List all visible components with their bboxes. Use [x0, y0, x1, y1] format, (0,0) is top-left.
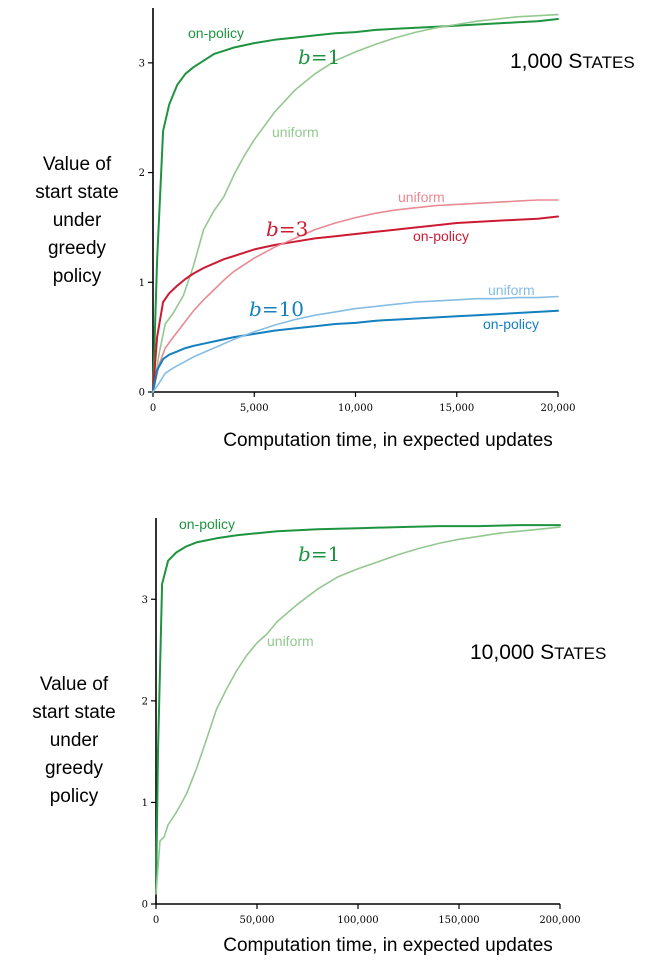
- y-axis-label-line: policy: [50, 786, 99, 807]
- b-label-prefix: b: [249, 297, 262, 321]
- x-tick-label: 5,000: [240, 403, 269, 414]
- panel-1000-states: Value of start state under greedy policy…: [35, 8, 635, 451]
- y-axis-label-line: greedy: [48, 238, 107, 259]
- b-label-suffix: =3: [279, 217, 308, 241]
- x-tick-label: 0: [150, 403, 156, 414]
- series-label-b1-on-policy: on-policy: [179, 516, 235, 532]
- y-tick-label: 1: [142, 798, 148, 809]
- axes-2: 0 50,000 100,000 150,000 200,000 0 1 2 3: [142, 518, 581, 926]
- y-axis-label-2: Value of start state under greedy policy: [32, 674, 115, 807]
- y-axis-label-line: under: [53, 210, 102, 231]
- axes-1: 0 5,000 10,000 15,000 20,000 0 1 2 3: [139, 8, 576, 414]
- x-axis-label-2: Computation time, in expected updates: [223, 935, 553, 956]
- panel-title-small: TATES: [554, 644, 606, 663]
- series-line-b3-uniform: [152, 199, 559, 393]
- y-tick-label: 0: [142, 900, 148, 911]
- series-group-2: [155, 524, 561, 895]
- b-label-10: b=10: [249, 297, 304, 321]
- y-axis-label-line: start state: [32, 702, 115, 723]
- panel-title-2: 10,000 STATES: [470, 641, 606, 664]
- series-line-b10-on-policy: [152, 309, 559, 393]
- series-line-b10-uniform: [152, 295, 559, 393]
- series-label-b1-uniform: uniform: [267, 633, 314, 649]
- y-axis-label-line: Value of: [40, 674, 109, 695]
- b-label-prefix: b: [298, 542, 311, 566]
- y-axis-label-line: under: [50, 730, 99, 751]
- b-label-suffix: =10: [262, 297, 304, 321]
- series-label-b3-on-policy: on-policy: [413, 228, 469, 244]
- y-axis-label-line: start state: [35, 182, 118, 203]
- series-group-1: [152, 13, 559, 393]
- series-line-b1-on-policy: [155, 524, 561, 895]
- series-line-b1-uniform: [155, 526, 561, 895]
- y-tick-label: 1: [139, 278, 145, 289]
- y-axis-label-1: Value of start state under greedy policy: [35, 154, 118, 287]
- x-tick-label: 100,000: [337, 915, 378, 926]
- series-label-b3-uniform: uniform: [398, 189, 445, 205]
- y-axis-label-line: policy: [53, 266, 102, 287]
- x-tick-label: 150,000: [438, 915, 479, 926]
- y-tick-label: 3: [139, 58, 145, 69]
- series-line-b1-on-policy: [152, 18, 559, 393]
- y-tick-label: 3: [142, 595, 148, 606]
- b-label-1: b=1: [298, 542, 340, 566]
- series-label-b1-on-policy: on-policy: [188, 25, 244, 41]
- x-tick-label: 200,000: [539, 915, 580, 926]
- b-label-suffix: =1: [311, 45, 340, 69]
- b-label-1: b=1: [298, 45, 340, 69]
- y-tick-label: 2: [139, 168, 145, 179]
- panel-title-big: 1,000 S: [510, 50, 582, 73]
- panel-title-1: 1,000 STATES: [510, 50, 635, 73]
- x-tick-label: 10,000: [338, 403, 373, 414]
- panel-title-big: 10,000 S: [470, 641, 554, 664]
- y-axis-label-line: greedy: [45, 758, 104, 779]
- b-label-prefix: b: [298, 45, 311, 69]
- series-label-b10-on-policy: on-policy: [483, 316, 539, 332]
- b-label-3: b=3: [266, 217, 308, 241]
- panel-title-small: TATES: [582, 53, 634, 72]
- x-tick-label: 0: [153, 915, 159, 926]
- b-label-prefix: b: [266, 217, 279, 241]
- y-tick-label: 0: [139, 388, 145, 399]
- series-line-b3-on-policy: [152, 215, 559, 393]
- x-axis-label-1: Computation time, in expected updates: [223, 430, 553, 451]
- x-tick-label: 20,000: [541, 403, 576, 414]
- series-line-b1-uniform: [152, 13, 559, 393]
- y-tick-label: 2: [142, 696, 148, 707]
- x-tick-label: 50,000: [240, 915, 275, 926]
- panel-10000-states: Value of start state under greedy policy…: [32, 516, 606, 956]
- x-tick-label: 15,000: [439, 403, 474, 414]
- series-label-b10-uniform: uniform: [488, 282, 535, 298]
- y-axis-label-line: Value of: [43, 154, 112, 175]
- series-label-b1-uniform: uniform: [272, 124, 319, 140]
- b-label-suffix: =1: [311, 542, 340, 566]
